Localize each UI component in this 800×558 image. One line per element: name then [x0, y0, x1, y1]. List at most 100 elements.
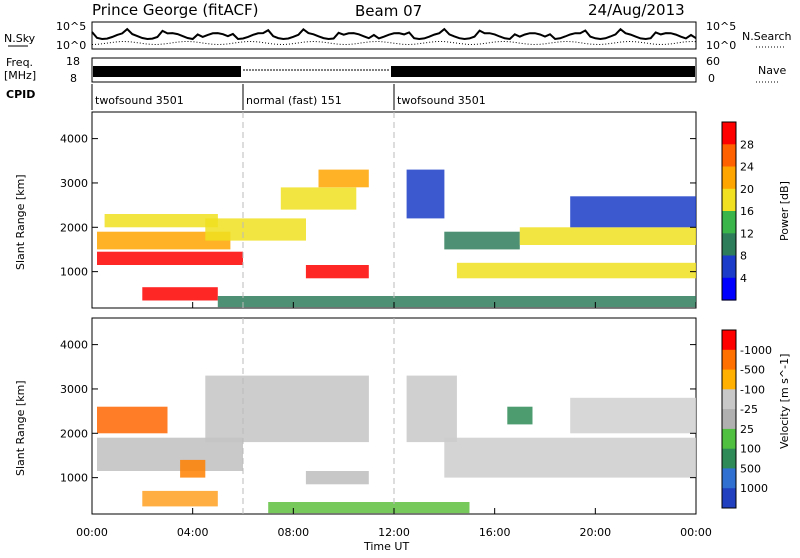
nsky-bottom-tick: 10^0: [56, 39, 86, 52]
ytick-label: 1000: [60, 266, 88, 279]
power-colorbar-swatch: [722, 277, 736, 301]
echo-band: [406, 169, 445, 219]
velocity-colorbar-swatch: [722, 448, 736, 469]
echo-band: [97, 406, 168, 434]
power-colorbar-tick: 4: [740, 272, 747, 285]
echo-band: [318, 169, 369, 188]
power-colorbar-swatch: [722, 188, 736, 212]
velocity-colorbar-swatch: [722, 468, 736, 489]
power-panel: 1000 2000 3000 4000: [60, 111, 697, 309]
time-xlabel: Time UT: [363, 540, 409, 553]
velocity-colorbar-tick: 500: [740, 462, 761, 475]
noise-strip: N.Sky 10^5 10^0 N.Search 10^5 10^0: [4, 20, 792, 52]
freq-bottom-tick: 8: [70, 72, 77, 85]
power-colorbar-tick: 12: [740, 227, 754, 240]
velocity-colorbar-swatch: [722, 349, 736, 371]
velocity-colorbar-swatch: [722, 488, 736, 509]
velocity-colorbar-frame: [721, 329, 737, 509]
xtick-label: 00:00: [680, 526, 712, 539]
power-ylabel: Slant Range [km]: [14, 174, 27, 270]
power-colorbar-frame: [721, 121, 737, 301]
cpid-segment-label: twofsound 3501: [397, 94, 486, 107]
cpid-segment-label: normal (fast) 151: [246, 94, 342, 107]
echo-band: [406, 375, 457, 443]
echo-band: [205, 218, 306, 241]
power-colorbar-swatch: [722, 211, 736, 234]
velocity-colorbar-swatch: [722, 409, 736, 430]
nave-bottom-tick: 0: [708, 72, 715, 85]
echo-band: [570, 196, 696, 228]
nsearch-bottom-tick: 10^0: [706, 39, 736, 52]
freq-strip: Freq. [MHz] 18 8 60 0 Nave CPID: [4, 55, 786, 101]
colorbars: 4 8 12 16 20 24 28 Power [dB] 1000 500 100 25 -25 -10…: [721, 121, 791, 509]
nsearch-top-tick: 10^5: [706, 20, 736, 33]
velocity-ylabel: Slant Range [km]: [14, 380, 27, 476]
echo-band: [444, 437, 696, 478]
echo-band: [142, 287, 218, 301]
velocity-colorbar-tick: -25: [740, 403, 758, 416]
xtick-label: 20:00: [579, 526, 611, 539]
xtick-label: 16:00: [479, 526, 511, 539]
freq-bar-seg1: [93, 66, 241, 77]
cpid-label: CPID: [6, 88, 35, 101]
power-colorbar-tick: 8: [740, 250, 747, 263]
velocity-colorbar-tick: 25: [740, 423, 754, 436]
velocity-colorbar-tick: 100: [740, 443, 761, 456]
power-colorbar-swatch: [722, 122, 736, 145]
power-colorbar-tick: 16: [740, 205, 754, 218]
echo-band: [268, 502, 470, 514]
cpid-strip: twofsound 3501 normal (fast) 151 twofsound…: [91, 84, 486, 110]
power-colorbar-tick: 20: [740, 183, 754, 196]
echo-band: [507, 406, 533, 425]
echo-band: [456, 262, 696, 279]
velocity-colorbar-tick: -100: [740, 383, 765, 396]
echo-band: [97, 231, 231, 250]
freq-top-tick: 18: [66, 55, 80, 68]
velocity-panel: 1000 2000 3000 4000: [60, 317, 697, 515]
xtick-label: 00:00: [76, 526, 108, 539]
xtick-label: 12:00: [378, 526, 410, 539]
velocity-colorbar-tick: -1000: [740, 344, 772, 357]
power-colorbar-tick: 24: [740, 161, 754, 174]
nave-top-tick: 60: [706, 55, 720, 68]
velocity-colorbar-swatch: [722, 389, 736, 410]
freq-unit: [MHz]: [4, 69, 36, 82]
freq-strip-frame: [91, 57, 697, 83]
echo-band: [305, 471, 369, 485]
xtick-label: 08:00: [277, 526, 309, 539]
echo-band: [97, 437, 243, 471]
velocity-colorbar-swatch: [722, 330, 736, 351]
velocity-colorbar-tick: -500: [740, 364, 765, 377]
echo-band: [305, 265, 369, 279]
cpid-segment-label: twofsound 3501: [95, 94, 184, 107]
nsearch-label: N.Search: [742, 30, 792, 43]
echo-band: [205, 375, 369, 443]
power-colorbar-label: Power [dB]: [778, 181, 791, 241]
power-colorbar-swatch: [722, 166, 736, 190]
echo-band: [280, 187, 357, 210]
axis-ticks: 00:00 04:00 08:00 12:00 16:00 20:00 00:00: [76, 526, 712, 539]
noise-search-trace: [91, 40, 697, 46]
power-colorbar-swatch: [722, 144, 736, 168]
noise-strip-frame: [91, 21, 697, 50]
ytick-label: 4000: [60, 339, 88, 352]
power-colorbar-swatch: [722, 255, 736, 279]
echo-band: [217, 296, 697, 308]
power-colorbar-tick: 28: [740, 138, 754, 151]
noise-sky-trace: [91, 27, 697, 41]
ytick-label: 2000: [60, 427, 88, 440]
velocity-colorbar-swatch: [722, 428, 736, 450]
echo-band: [104, 214, 218, 228]
velocity-colorbar-tick: 1000: [740, 482, 768, 495]
velocity-colorbar-label: Velocity [m s^-1]: [778, 354, 791, 449]
power-colorbar-swatch: [722, 233, 736, 257]
station-title: Prince George (fitACF): [92, 1, 258, 19]
beam-title: Beam 07: [355, 2, 422, 20]
echo-band: [570, 397, 696, 434]
echo-band: [97, 251, 243, 265]
ytick-label: 2000: [60, 221, 88, 234]
echo-band: [444, 231, 520, 250]
freq-label: Freq.: [6, 56, 33, 69]
nsky-label: N.Sky: [4, 32, 36, 45]
